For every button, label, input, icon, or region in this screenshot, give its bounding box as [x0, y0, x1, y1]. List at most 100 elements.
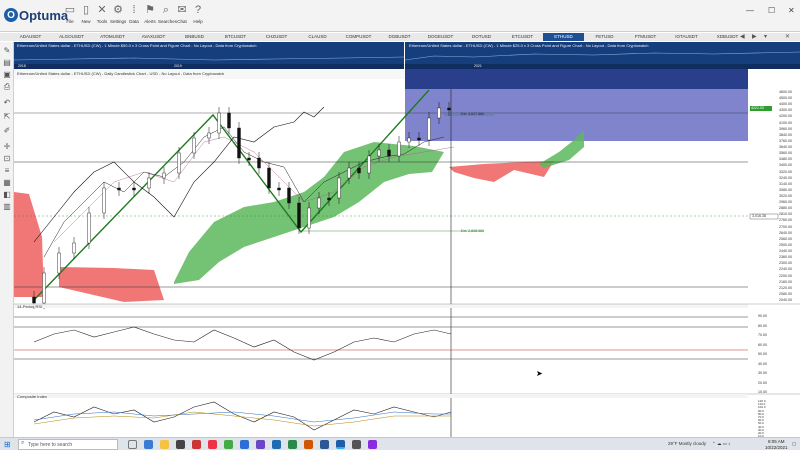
file-explorer-icon[interactable] [160, 440, 169, 449]
powerpoint-icon[interactable] [304, 440, 313, 449]
undo-icon[interactable]: ↶ [3, 98, 11, 107]
terminal-icon[interactable] [352, 440, 361, 449]
current-price-box [749, 213, 779, 220]
edge-icon[interactable] [144, 440, 153, 449]
top-right-pnf-line [404, 51, 800, 61]
tab-xdbusdt[interactable]: XDBUSDT [716, 34, 739, 39]
tab-scroll-left-icon[interactable]: ◀ [740, 34, 745, 40]
candle-body [192, 137, 196, 154]
price-axis-tick: 3480.00 [779, 157, 792, 162]
top-right-year: 2021 [474, 64, 482, 68]
tab-chzusdt[interactable]: CHZUSDT [265, 34, 288, 39]
rsi-line[interactable] [33, 326, 452, 361]
notification-icon[interactable]: ▢ [792, 441, 797, 446]
price-axis-tick: 3840.00 [779, 132, 792, 137]
price-axis-tick: 2120.00 [779, 285, 792, 290]
top-right-pnf-panel[interactable] [405, 42, 800, 64]
candle-body [367, 155, 371, 174]
print-icon[interactable]: ⎙ [3, 82, 11, 91]
zigzag-wave-line[interactable] [33, 89, 430, 301]
zoom-icon[interactable] [240, 440, 249, 449]
tab-list-icon[interactable]: ▾ [764, 34, 768, 40]
list-icon[interactable]: ≡ [4, 166, 10, 175]
rsi-axis-tick: 60.00 [758, 342, 767, 347]
tab-clausd[interactable]: CLAUSD [308, 34, 327, 39]
tab-etcusdt[interactable]: ETCUSDT [511, 34, 534, 39]
candle-body [277, 187, 281, 191]
toolbar-data-button[interactable]: ⁞ Data [126, 4, 142, 24]
tab-dgbusdt[interactable]: DGBUSDT [388, 34, 411, 39]
charts-canvas[interactable] [13, 42, 800, 437]
taskbar-search-input[interactable]: Type here to search [18, 439, 118, 450]
outlook-icon[interactable] [272, 440, 281, 449]
save-icon[interactable]: ▣ [3, 70, 11, 79]
candlestick-series[interactable] [32, 102, 451, 309]
composite-line[interactable] [33, 401, 452, 431]
tab-ethusd[interactable]: ETHUSD [543, 33, 584, 41]
tab-dogeusdt[interactable]: DOGEUSDT [427, 34, 454, 39]
grid-icon[interactable]: ▦ [3, 178, 11, 187]
maximize-icon[interactable]: ☐ [768, 6, 776, 15]
toolbar-searches-button[interactable]: ⌕ Searches [158, 4, 178, 24]
toolbar-tools-button[interactable]: ✕ Tools [94, 4, 110, 24]
rsi-axis-tick: 10.00 [758, 390, 767, 394]
tab-dotusd[interactable]: DOTUSD [472, 34, 491, 39]
ext-lower-annotation: Ext: 2,608.969 [461, 229, 485, 233]
bear-cloud-mid [59, 267, 164, 302]
tab-ftmusdt[interactable]: FTMUSDT [634, 34, 657, 39]
select-icon[interactable]: ⇱ [3, 112, 11, 121]
tab-btcusdt[interactable]: BTCUSDT [224, 34, 247, 39]
candle-body [407, 137, 411, 143]
rsi-axis-tick: 30.00 [758, 371, 767, 375]
chrome-icon[interactable] [224, 440, 233, 449]
windows-start-icon[interactable]: ⊞ [4, 440, 11, 449]
tab-compusdt[interactable]: COMPUSDT [345, 34, 372, 39]
optuma-taskbar-icon[interactable] [336, 440, 345, 449]
teams-icon[interactable] [256, 440, 265, 449]
word-icon[interactable] [320, 440, 329, 449]
composite-axis-tick: 120.0 [758, 399, 766, 403]
weather-status[interactable]: 29°F Mostly cloudy [668, 441, 707, 446]
price-axis-tick: 2500.00 [779, 242, 792, 247]
rsi-axis-tick: 20.00 [758, 380, 767, 385]
task-view-icon[interactable] [128, 440, 137, 449]
toolbar-chat-button[interactable]: ✉ Chat [174, 4, 190, 24]
main-toolbar: O Optuma ▭ File ▯ New ✕ Tools ⚙ Settings ⁞ Data ⚑ A… [0, 0, 800, 32]
mail-icon[interactable] [192, 440, 201, 449]
store-icon[interactable] [176, 440, 185, 449]
tab-atomusdt[interactable]: ATOMUSDT [100, 34, 125, 39]
tab-adausdt[interactable]: ADAUSDT [19, 34, 42, 39]
pencil-icon[interactable]: ✐ [3, 126, 11, 135]
tab-algousdt[interactable]: ALGOUSDT [59, 34, 84, 39]
tab-bnbusd[interactable]: BNBUSD [185, 34, 204, 39]
tab-avaxusdt[interactable]: AVAXUSDT [141, 34, 166, 39]
toolbar-settings-button[interactable]: ⚙ Settings [110, 4, 126, 24]
toolbar-button-label: Searches [158, 19, 178, 24]
tab-close-icon[interactable]: ✕ [785, 34, 791, 40]
table-icon[interactable]: ▥ [3, 202, 11, 211]
open-icon[interactable]: ▤ [3, 58, 11, 67]
tab-scroll-right-icon[interactable]: ▶ [752, 34, 757, 40]
brave-icon[interactable] [208, 440, 217, 449]
toolbar-new-button[interactable]: ▯ New [78, 4, 94, 24]
toolbar-alerts-button[interactable]: ⚑ Alerts [142, 4, 158, 24]
toolbar-file-button[interactable]: ▭ File [62, 4, 78, 24]
candle-body [72, 242, 76, 254]
tab-iotausdt[interactable]: IOTAUSDT [675, 34, 698, 39]
tab-fetusd[interactable]: FETUSD [595, 34, 614, 39]
minimize-icon[interactable]: — [746, 6, 754, 15]
obs-icon[interactable] [368, 440, 377, 449]
lock-icon[interactable]: ⊡ [3, 154, 11, 163]
toolbar-help-button[interactable]: ? Help [190, 4, 206, 24]
layers-icon[interactable]: ◧ [3, 190, 11, 199]
system-tray-icons[interactable]: ⌃ ☁ ▭ ♪ [712, 441, 731, 446]
price-axis-tick: 2960.00 [779, 200, 792, 205]
taskbar-clock[interactable]: 8:05 AM 10/22/2021 [765, 439, 788, 450]
excel-icon[interactable] [288, 440, 297, 449]
composite-axis-tick: 70.0 [758, 415, 764, 419]
price-highlight-box [750, 106, 772, 111]
price-axis[interactable] [748, 69, 800, 304]
pin-icon[interactable]: ✎ [3, 46, 11, 55]
close-icon[interactable]: ✕ [788, 6, 795, 15]
crosshair-icon[interactable]: ✛ [3, 142, 11, 151]
